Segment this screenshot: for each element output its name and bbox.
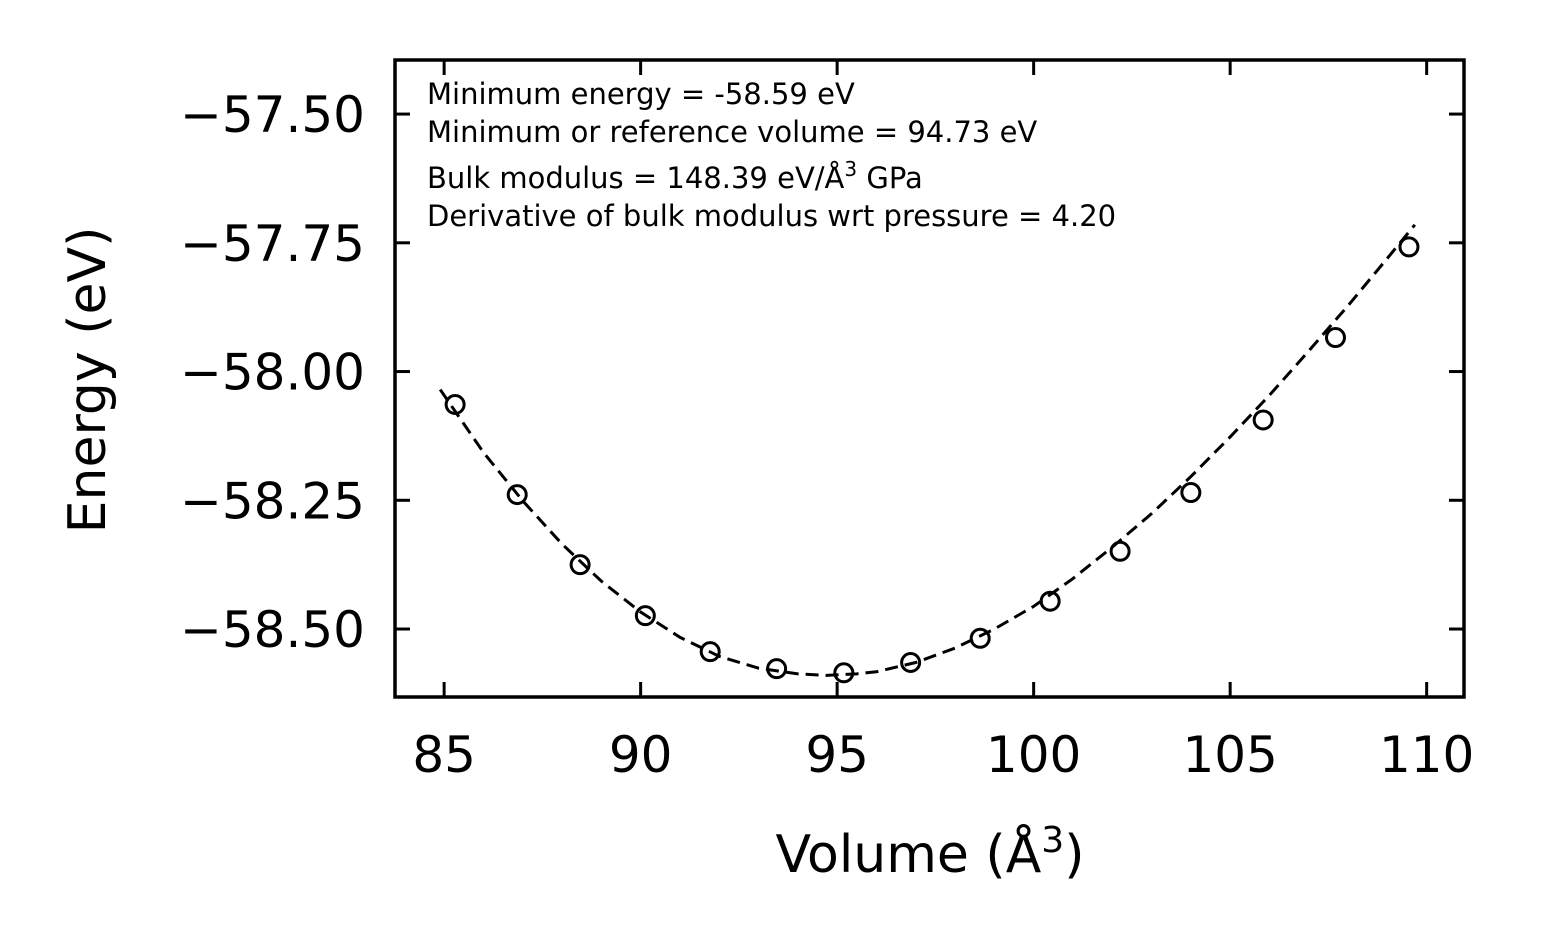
x-tick-label: 95	[805, 726, 869, 784]
data-point	[506, 484, 528, 506]
data-point	[699, 641, 721, 663]
annotation-box: Minimum energy = -58.59 eV Minimum or re…	[427, 77, 1116, 233]
x-axis-label-superscript: 3	[1041, 820, 1064, 861]
data-point	[833, 662, 855, 684]
annotation-bulk-derivative: Derivative of bulk modulus wrt pressure …	[427, 199, 1116, 233]
data-point	[444, 394, 466, 416]
data-point	[900, 652, 922, 673]
x-tick-label: 100	[986, 726, 1081, 784]
data-point	[1180, 482, 1202, 504]
data-point	[1324, 327, 1346, 349]
y-tick-label: −58.50	[180, 601, 365, 659]
annotation-min-energy: Minimum energy = -58.59 eV	[427, 77, 855, 111]
plot-area	[438, 223, 1420, 684]
data-point	[569, 554, 591, 576]
data-point	[969, 627, 991, 649]
y-tick-label: −57.75	[180, 215, 365, 273]
x-axis-label-close: )	[1064, 825, 1084, 885]
x-tick-label: 105	[1182, 726, 1277, 784]
data-point	[1039, 590, 1061, 612]
data-point	[1252, 409, 1274, 431]
axis-ticks: 85 90 95 100 105 110 −57.50 −57.75 −58.00 −58.25 −…	[180, 60, 1474, 784]
x-tick-label: 110	[1379, 726, 1474, 784]
y-tick-label: −57.50	[180, 86, 365, 144]
x-tick-label: 85	[412, 726, 476, 784]
annotation-bulk-modulus-unit: GPa	[857, 161, 923, 195]
data-point	[1398, 236, 1420, 258]
y-tick-label: −58.00	[180, 344, 365, 402]
x-axis-label-text: Volume (Å	[776, 823, 1042, 885]
annotation-min-volume: Minimum or reference volume = 94.73 eV	[427, 115, 1037, 149]
fit-curve	[438, 223, 1417, 677]
annotation-bulk-modulus-text: Bulk modulus = 148.39 eV/Å	[427, 161, 845, 195]
annotation-bulk-modulus-superscript: 3	[844, 157, 857, 181]
data-point	[634, 605, 656, 627]
data-point	[766, 658, 788, 680]
plot-frame	[393, 58, 1466, 699]
y-tick-label: −58.25	[180, 472, 365, 530]
x-tick-label: 90	[609, 726, 673, 784]
data-point	[1109, 540, 1131, 562]
y-axis-label: Energy (eV)	[58, 227, 118, 534]
x-axis-label: Volume (Å3)	[776, 820, 1085, 885]
annotation-bulk-modulus: Bulk modulus = 148.39 eV/Å3 GPa	[427, 157, 923, 195]
